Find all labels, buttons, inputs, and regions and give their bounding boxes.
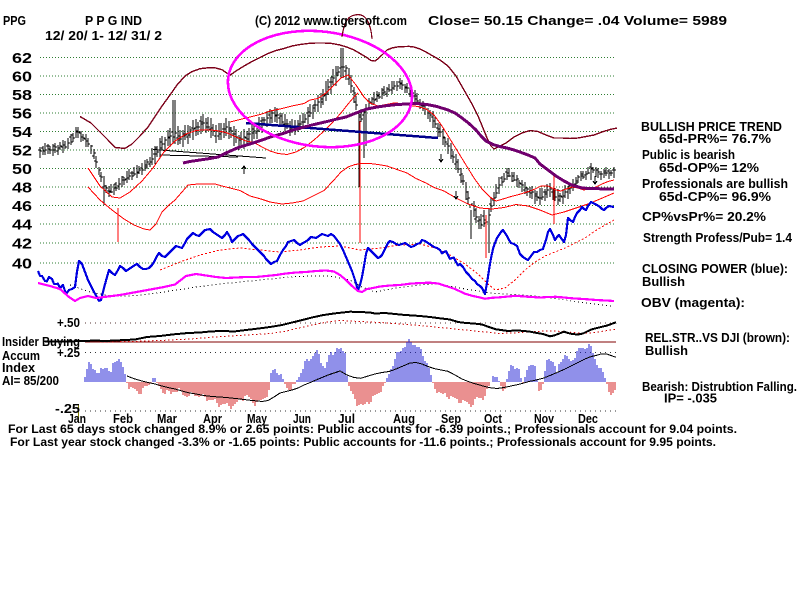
svg-text:Bullish: Bullish <box>645 344 688 358</box>
svg-text:Public is bearish: Public is bearish <box>642 148 735 162</box>
svg-text:Jul: Jul <box>338 412 355 426</box>
svg-text:Dec: Dec <box>578 412 598 426</box>
svg-text:12/ 20/ 1- 12/ 31/ 2: 12/ 20/ 1- 12/ 31/ 2 <box>45 28 162 43</box>
svg-text:REL.STR..VS DJI (brown):: REL.STR..VS DJI (brown): <box>645 331 790 345</box>
svg-text:Index: Index <box>2 361 35 375</box>
svg-text:+.50: +.50 <box>57 316 80 330</box>
svg-text:Mar: Mar <box>157 412 177 426</box>
svg-text:Feb: Feb <box>113 412 133 426</box>
svg-text:46: 46 <box>12 198 32 215</box>
svg-text:Close= 50.15 Change= .04 Vol: Close= 50.15 Change= .04 Volume= 5989 <box>428 13 727 28</box>
svg-text:Nov: Nov <box>534 412 554 426</box>
svg-text:Accum: Accum <box>2 349 40 363</box>
svg-text:Professionals are bullish: Professionals are bullish <box>642 177 788 191</box>
svg-text:BULLISH PRICE TREND: BULLISH PRICE TREND <box>641 120 782 134</box>
svg-text:May: May <box>247 412 267 426</box>
svg-text:+.25: +.25 <box>57 346 80 360</box>
svg-text:Apr: Apr <box>203 412 222 426</box>
svg-text:60: 60 <box>12 68 32 85</box>
svg-text:42: 42 <box>12 236 32 253</box>
svg-text:P P G IND: P P G IND <box>85 14 142 28</box>
svg-text:IP= -.035: IP= -.035 <box>664 392 717 406</box>
svg-text:OBV (magenta):: OBV (magenta): <box>641 296 745 310</box>
svg-text:Bullish: Bullish <box>642 275 685 289</box>
svg-text:44: 44 <box>12 217 33 234</box>
svg-text:Strength Profess/Pub= 1.4: Strength Profess/Pub= 1.4 <box>643 231 792 245</box>
svg-text:62: 62 <box>12 50 32 67</box>
svg-text:AI= 85/200: AI= 85/200 <box>2 374 59 388</box>
svg-text:Jun: Jun <box>293 412 311 426</box>
svg-text:65d-CP%= 96.9%: 65d-CP%= 96.9% <box>659 190 771 204</box>
svg-text:CLOSING POWER (blue):: CLOSING POWER (blue): <box>642 262 788 276</box>
svg-text:Sep: Sep <box>441 412 461 426</box>
svg-text:For Last 65 days stock changed: For Last 65 days stock changed 8.9% or 2… <box>8 424 737 436</box>
svg-text:Bearish: Distrubtion Falling.: Bearish: Distrubtion Falling. <box>642 380 797 394</box>
svg-text:Jan: Jan <box>68 412 86 426</box>
svg-text:Insider Buying: Insider Buying <box>2 335 80 349</box>
svg-text:65d-OP%= 12%: 65d-OP%= 12% <box>659 161 759 175</box>
svg-text:65d-PR%= 76.7%: 65d-PR%= 76.7% <box>659 132 771 146</box>
svg-text:48: 48 <box>12 179 32 196</box>
svg-text:58: 58 <box>12 87 32 104</box>
svg-text:PPG: PPG <box>3 13 26 28</box>
svg-text:56: 56 <box>12 105 32 122</box>
svg-text:54: 54 <box>12 124 33 141</box>
svg-text:40: 40 <box>12 255 32 272</box>
svg-text:52: 52 <box>12 142 32 159</box>
svg-text:50: 50 <box>12 161 32 178</box>
svg-text:Oct: Oct <box>484 412 503 426</box>
svg-text:Aug: Aug <box>393 412 415 426</box>
svg-text:For Last year stock changed -3: For Last year stock changed -3.3% or -1.… <box>10 437 716 449</box>
svg-text:-.25: -.25 <box>55 402 80 416</box>
svg-text:(C) 2012 www.tigersoft.com: (C) 2012 www.tigersoft.com <box>255 13 407 28</box>
svg-text:CP%vsPr%= 20.2%: CP%vsPr%= 20.2% <box>642 210 766 224</box>
